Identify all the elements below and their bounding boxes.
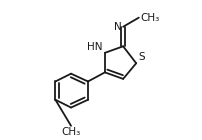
Text: CH₃: CH₃ <box>140 13 159 23</box>
Text: HN: HN <box>87 42 102 52</box>
Text: CH₃: CH₃ <box>61 127 81 137</box>
Text: N: N <box>114 22 122 32</box>
Text: S: S <box>139 52 145 62</box>
